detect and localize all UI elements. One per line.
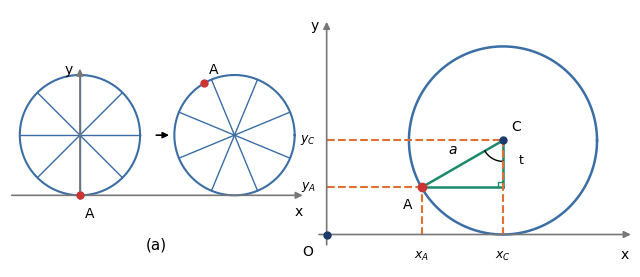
Text: A: A bbox=[209, 63, 218, 77]
Text: x: x bbox=[620, 248, 628, 261]
Text: x: x bbox=[294, 205, 303, 219]
Text: $y_A$: $y_A$ bbox=[301, 181, 316, 194]
Text: O: O bbox=[303, 245, 314, 259]
Text: (a): (a) bbox=[146, 238, 168, 253]
Text: C: C bbox=[511, 120, 520, 134]
Text: $x_C$: $x_C$ bbox=[495, 250, 511, 263]
Text: $x_A$: $x_A$ bbox=[414, 250, 429, 263]
Text: A: A bbox=[403, 198, 412, 212]
Text: A: A bbox=[85, 207, 95, 221]
Text: t: t bbox=[518, 153, 524, 166]
Text: a: a bbox=[449, 143, 458, 157]
Text: $y_C$: $y_C$ bbox=[300, 134, 316, 147]
Text: y: y bbox=[310, 19, 319, 32]
Text: y: y bbox=[65, 63, 73, 77]
